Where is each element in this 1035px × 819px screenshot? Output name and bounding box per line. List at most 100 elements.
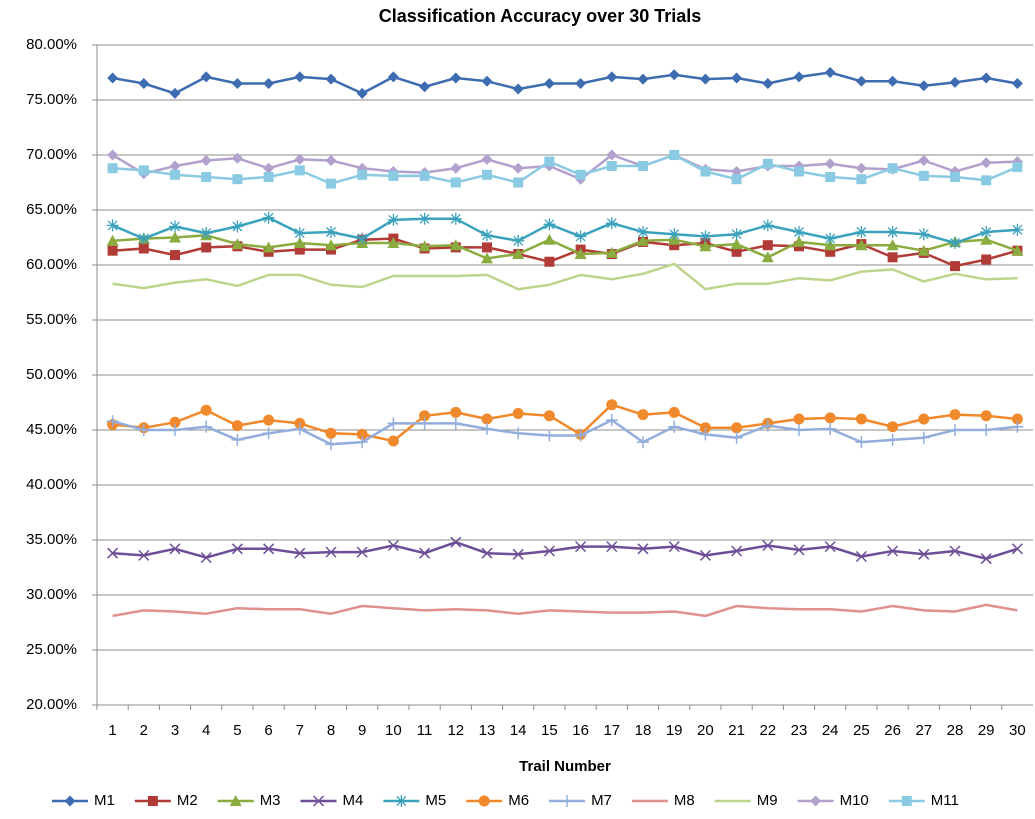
data-point — [637, 234, 649, 246]
x-tick-label: 3 — [171, 722, 179, 739]
data-point — [1011, 413, 1023, 425]
data-point — [231, 78, 243, 89]
data-point — [200, 227, 213, 240]
data-point — [918, 170, 929, 181]
data-point — [107, 149, 119, 161]
x-tick-label: 13 — [479, 722, 496, 739]
data-point — [980, 410, 992, 422]
data-point — [231, 152, 243, 164]
data-point — [1012, 162, 1023, 173]
legend-label: M3 — [260, 792, 281, 809]
x-tick-label: 4 — [202, 722, 210, 739]
data-point — [418, 240, 431, 252]
data-point — [107, 245, 118, 256]
x-tick-label: 12 — [447, 722, 464, 739]
data-point — [106, 234, 119, 246]
data-point — [169, 543, 181, 555]
legend-marker — [561, 795, 574, 807]
data-point — [762, 539, 774, 552]
data-point — [169, 160, 181, 172]
x-tick-label: 14 — [510, 722, 527, 739]
data-point — [949, 237, 961, 249]
data-point — [325, 427, 337, 439]
data-point — [825, 172, 836, 182]
data-point — [263, 78, 275, 89]
y-tick-label: 35.00% — [26, 531, 77, 548]
data-point — [201, 242, 212, 253]
data-point — [731, 72, 743, 84]
data-point — [449, 212, 462, 225]
data-point — [730, 431, 743, 444]
data-point — [387, 71, 399, 83]
data-point — [449, 239, 462, 251]
data-point — [761, 219, 774, 232]
data-point — [544, 256, 555, 267]
data-point — [825, 246, 836, 257]
legend-label: M1 — [94, 792, 115, 809]
data-point — [1011, 244, 1024, 256]
x-tick-label: 25 — [853, 722, 870, 739]
data-point — [918, 548, 930, 560]
data-point — [980, 553, 992, 565]
data-point — [138, 243, 149, 254]
data-point — [482, 169, 492, 180]
x-tick-label: 11 — [417, 722, 433, 739]
data-point — [855, 162, 867, 174]
data-point — [293, 237, 306, 248]
x-tick-label: 6 — [264, 722, 272, 739]
data-point — [263, 414, 275, 426]
data-point — [512, 234, 525, 247]
data-point — [387, 417, 400, 430]
y-tick-label: 25.00% — [26, 641, 77, 658]
data-point — [200, 155, 212, 166]
data-point — [855, 413, 867, 425]
x-tick-label: 2 — [140, 722, 148, 739]
data-point — [200, 552, 212, 564]
data-point — [886, 239, 899, 251]
x-tick-label: 7 — [296, 722, 304, 739]
data-point — [638, 161, 648, 171]
data-point — [699, 240, 712, 252]
data-point — [699, 549, 711, 561]
y-tick-label: 40.00% — [26, 476, 77, 493]
data-point — [668, 541, 680, 553]
data-point — [200, 71, 212, 83]
data-point — [606, 71, 618, 83]
data-point — [793, 226, 805, 238]
data-point — [762, 158, 773, 169]
data-point — [138, 165, 149, 176]
data-point — [294, 547, 306, 559]
data-point — [824, 67, 836, 78]
data-point — [605, 414, 618, 427]
legend-label: M8 — [674, 792, 695, 809]
data-point — [544, 156, 555, 167]
x-axis-title: Trail Number — [519, 758, 611, 775]
data-point — [169, 424, 181, 436]
legend-marker — [810, 795, 822, 807]
data-point — [606, 161, 617, 171]
data-point — [200, 420, 213, 433]
data-point — [606, 399, 618, 411]
data-point — [917, 228, 930, 241]
data-point — [886, 433, 899, 446]
data-point — [793, 544, 805, 556]
data-point — [169, 87, 181, 99]
data-point — [793, 424, 805, 436]
data-point — [450, 72, 462, 84]
data-point — [450, 177, 461, 188]
x-tick-label: 30 — [1009, 722, 1026, 739]
data-point — [950, 172, 960, 182]
data-point — [917, 244, 930, 256]
data-point — [201, 172, 212, 182]
legend-marker — [147, 796, 158, 806]
data-point — [887, 252, 898, 263]
legend-label: M6 — [508, 792, 529, 809]
data-point — [700, 166, 711, 177]
x-tick-label: 16 — [572, 722, 589, 739]
data-point — [419, 170, 430, 181]
data-point — [293, 422, 306, 435]
data-point — [918, 155, 930, 166]
data-point — [170, 169, 180, 180]
data-point — [387, 539, 399, 552]
data-point — [169, 231, 181, 243]
